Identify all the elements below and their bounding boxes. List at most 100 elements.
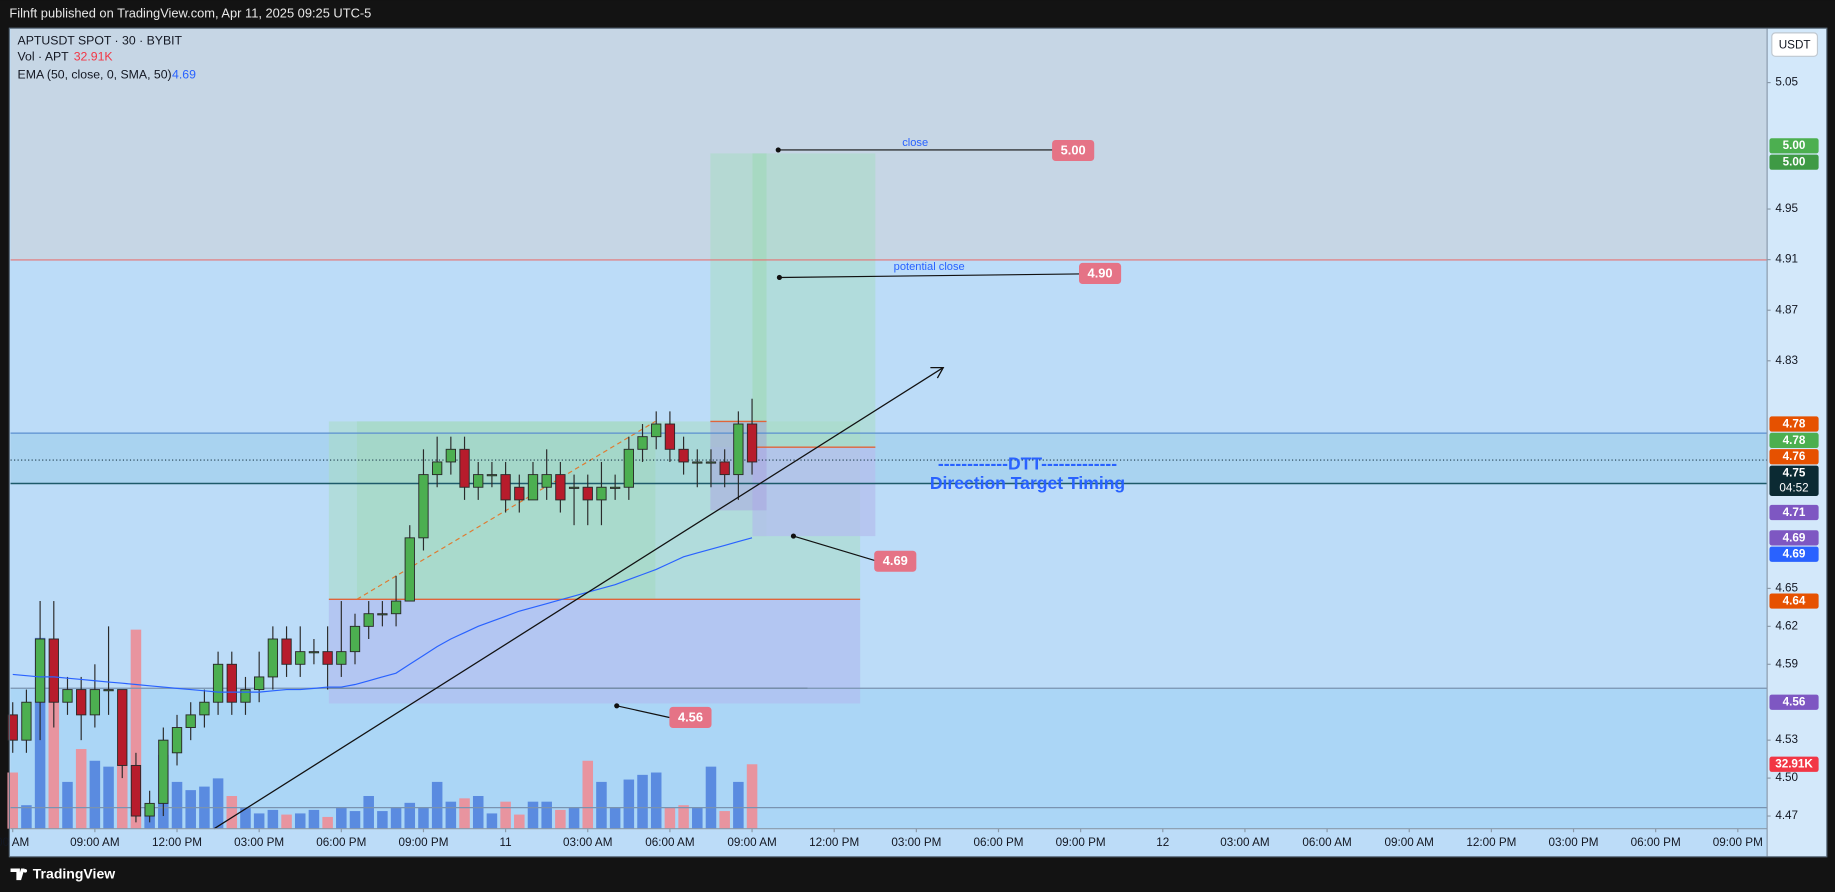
volume-bar [116, 760, 128, 829]
volume-bar [171, 781, 183, 829]
candle-body [295, 651, 306, 665]
volume-bar [377, 811, 388, 829]
candle-body [377, 613, 388, 616]
volume-bar [500, 801, 511, 829]
volume-bar [336, 807, 347, 829]
candle-body [144, 802, 155, 817]
candle-body [664, 423, 676, 450]
candle-body [623, 448, 634, 488]
dtt-zone [10, 433, 1768, 484]
candle-body [514, 486, 525, 501]
price-badge [1769, 465, 1819, 496]
candle-body [582, 486, 593, 501]
volume-bar [7, 772, 18, 829]
candle-body [89, 689, 101, 716]
currency-button-box[interactable] [1771, 32, 1819, 57]
x-tick-label: 03:00 PM [891, 836, 941, 849]
price-badge [1769, 694, 1819, 710]
price-badge-label: 4.76 [1783, 450, 1806, 463]
y-tick-label: 4.83 [1775, 354, 1798, 367]
candle-body [445, 448, 456, 463]
x-tick-label: 09:00 PM [1056, 836, 1106, 849]
volume-bar [431, 781, 443, 829]
y-tick-label: 4.59 [1775, 657, 1798, 670]
candle-body [473, 474, 484, 488]
candle-body [212, 663, 224, 703]
y-tick-label: 4.62 [1775, 619, 1798, 632]
candle-body [336, 651, 347, 665]
price-badge [1769, 154, 1819, 170]
x-tick-label: 06:00 PM [316, 836, 366, 849]
x-tick-label: 09:00 PM [1713, 836, 1763, 849]
candle-body [637, 436, 648, 450]
candle-body [527, 474, 539, 501]
callout-dot [790, 533, 797, 539]
y-tick-label: 4.50 [1775, 771, 1798, 784]
candle-body [171, 727, 183, 754]
volume-bar [555, 809, 566, 829]
volume-bar [281, 814, 292, 829]
candle-body [404, 537, 415, 602]
volume-bar [404, 802, 416, 829]
volume-bar [130, 629, 142, 829]
candle-body [7, 714, 18, 741]
volume-bar [664, 807, 676, 829]
volume-bar [514, 814, 525, 829]
position-stop [752, 447, 876, 537]
volume-bar [705, 766, 717, 829]
y-tick-label: 4.53 [1775, 733, 1798, 746]
price-badge [1769, 504, 1819, 521]
x-tick-label: 09:00 AM [727, 836, 776, 849]
x-tick-label: 09:00 AM [70, 836, 119, 849]
volume-bar [349, 811, 361, 829]
position-target [710, 153, 876, 448]
volume-bar [609, 807, 621, 829]
candle-body [568, 486, 580, 489]
range-box-lower [328, 599, 861, 704]
price-badge [1769, 593, 1819, 609]
volume-bar [240, 807, 251, 829]
currency-button[interactable]: USDT [1771, 32, 1819, 57]
price-badge-label: 4.75 [1783, 467, 1806, 480]
currency-button-label[interactable]: USDT [1779, 38, 1811, 51]
candle-body [418, 474, 429, 539]
volume-bar [322, 816, 333, 829]
footer-brand: TradingView [33, 866, 115, 882]
x-tick-label: 03:00 PM [234, 836, 284, 849]
ema-value: 4.69 [172, 67, 196, 81]
volume-bar [418, 807, 429, 829]
annotation-badge-label: 5.00 [1061, 142, 1086, 157]
horizontal-lines [10, 259, 1768, 809]
price-badge-label: 4.69 [1783, 531, 1806, 544]
price-badge [1769, 449, 1819, 465]
price-badge-label: 4.64 [1783, 595, 1806, 608]
candle-body [240, 689, 251, 703]
x-tick-label: 06:00 AM [1302, 836, 1351, 849]
candle-body [705, 461, 717, 464]
candle-body [596, 486, 607, 501]
annotation-badge [1078, 262, 1122, 284]
candle-body [719, 461, 730, 476]
x-tick-label: 06:00 PM [1631, 836, 1681, 849]
candle-body [62, 689, 73, 703]
volume-bar [678, 805, 689, 829]
drawings [328, 153, 876, 704]
candle-body [733, 423, 744, 476]
candle-body [254, 676, 265, 691]
price-badge [1769, 530, 1819, 546]
candle-body [363, 613, 374, 627]
dtt-title: ------------DTT------------- [938, 453, 1117, 473]
annotation-lines: close potential close ------------DTT---… [213, 137, 1125, 830]
volume-bar [212, 778, 224, 829]
annotation-text: close [902, 137, 928, 149]
candle-body [432, 461, 443, 476]
axes: 00 AM 09:00 AM 12:00 PM 03:00 PM 06:00 PM 09:… [0, 27, 1828, 858]
candle-body [185, 714, 196, 728]
price-badge-label: 4.78 [1783, 434, 1806, 447]
price-badge-label: 5.00 [1783, 139, 1806, 152]
volume-bar [21, 805, 32, 829]
candle-body [678, 448, 689, 463]
price-badge [1769, 138, 1819, 154]
candle-body [48, 638, 59, 703]
x-tick-label: 12 [1156, 836, 1169, 849]
